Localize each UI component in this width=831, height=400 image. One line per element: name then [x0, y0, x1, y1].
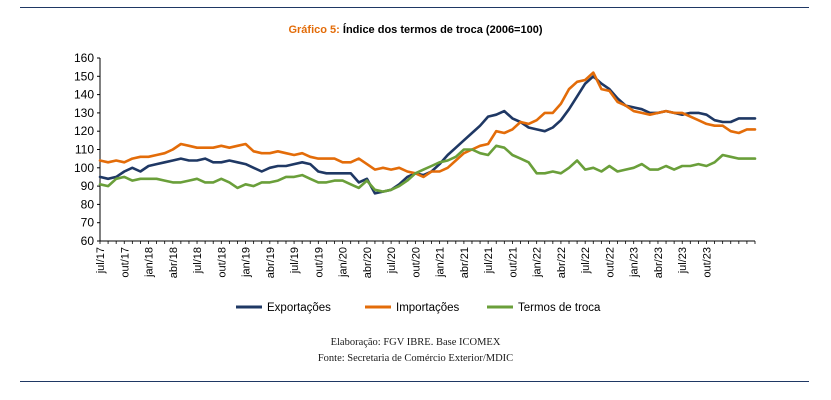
y-tick-label: 60 — [81, 234, 95, 248]
y-tick-label: 70 — [81, 216, 95, 230]
x-tick-label: abr/20 — [362, 247, 374, 278]
x-tick-label: out/19 — [313, 247, 325, 278]
x-tick-label: abr/21 — [459, 247, 471, 278]
x-tick-label: jan/21 — [435, 247, 447, 278]
y-tick-label: 120 — [74, 124, 94, 138]
x-tick-label: abr/18 — [168, 247, 180, 278]
y-tick-label: 130 — [74, 106, 94, 120]
x-tick-label: out/23 — [701, 247, 713, 278]
y-tick-label: 160 — [74, 51, 94, 65]
y-tick-label: 90 — [81, 179, 95, 193]
x-tick-label: jan/22 — [532, 247, 544, 278]
legend-label-termos-de-troca: Termos de troca — [518, 302, 601, 314]
x-tick-label: abr/22 — [556, 247, 568, 278]
y-tick-label: 80 — [81, 197, 95, 211]
x-tick-label: jan/19 — [241, 247, 253, 278]
chart-title-text: Índice dos termos de troca (2006=100) — [342, 24, 543, 36]
top-rule — [20, 7, 809, 8]
x-tick-label: jul/18 — [192, 247, 204, 274]
legend-label-importacoes: Importações — [396, 302, 460, 314]
x-tick-label: jan/23 — [629, 247, 641, 278]
y-tick-label: 100 — [74, 161, 94, 175]
x-tick-label: jul/20 — [386, 247, 398, 274]
x-tick-label: out/17 — [119, 247, 131, 278]
chart-title-prefix: Gráfico 5: — [288, 24, 340, 36]
x-tick-label: jul/19 — [289, 247, 301, 274]
y-axis: 60 70 80 90 100 110 120 130 140 150 160 — [74, 51, 101, 248]
series-line-importacoes — [98, 71, 757, 179]
legend-label-exportacoes: Exportações — [267, 302, 331, 314]
x-tick-label: out/21 — [507, 247, 519, 278]
x-tick-label: out/22 — [604, 247, 616, 278]
x-tick-label: jul/21 — [483, 247, 495, 274]
x-tick-label: abr/19 — [265, 247, 277, 278]
x-tick-label: jan/20 — [338, 247, 350, 278]
y-tick-label: 110 — [75, 143, 94, 157]
legend: Exportações Importações Termos de troca — [236, 302, 601, 314]
source-elaboration: Elaboração: FGV IBRE. Base ICOMEX — [330, 337, 501, 348]
x-tick-label: jan/18 — [144, 247, 156, 278]
x-tick-label: jul/17 — [95, 247, 107, 274]
source-origin: Fonte: Secretaria de Comércio Exterior/M… — [317, 353, 514, 364]
x-axis: jul/17 out/17 jan/18 abr/18 jul/18 out/18 jan/… — [95, 240, 756, 278]
y-tick-label: 140 — [74, 88, 94, 102]
x-tick-label: jul/22 — [580, 247, 592, 274]
x-tick-label: abr/23 — [653, 247, 665, 278]
y-tick-label: 150 — [74, 69, 94, 83]
x-tick-label: out/20 — [410, 247, 422, 278]
x-tick-label: out/18 — [216, 247, 228, 278]
series-line-exportacoes — [98, 75, 757, 195]
series-lines — [98, 71, 757, 195]
bottom-rule — [20, 381, 809, 382]
x-tick-label: jul/23 — [677, 247, 689, 274]
series-line-termos-de-troca — [98, 144, 757, 193]
chart-title: Gráfico 5: Índice dos termos de troca (2… — [0, 24, 831, 36]
